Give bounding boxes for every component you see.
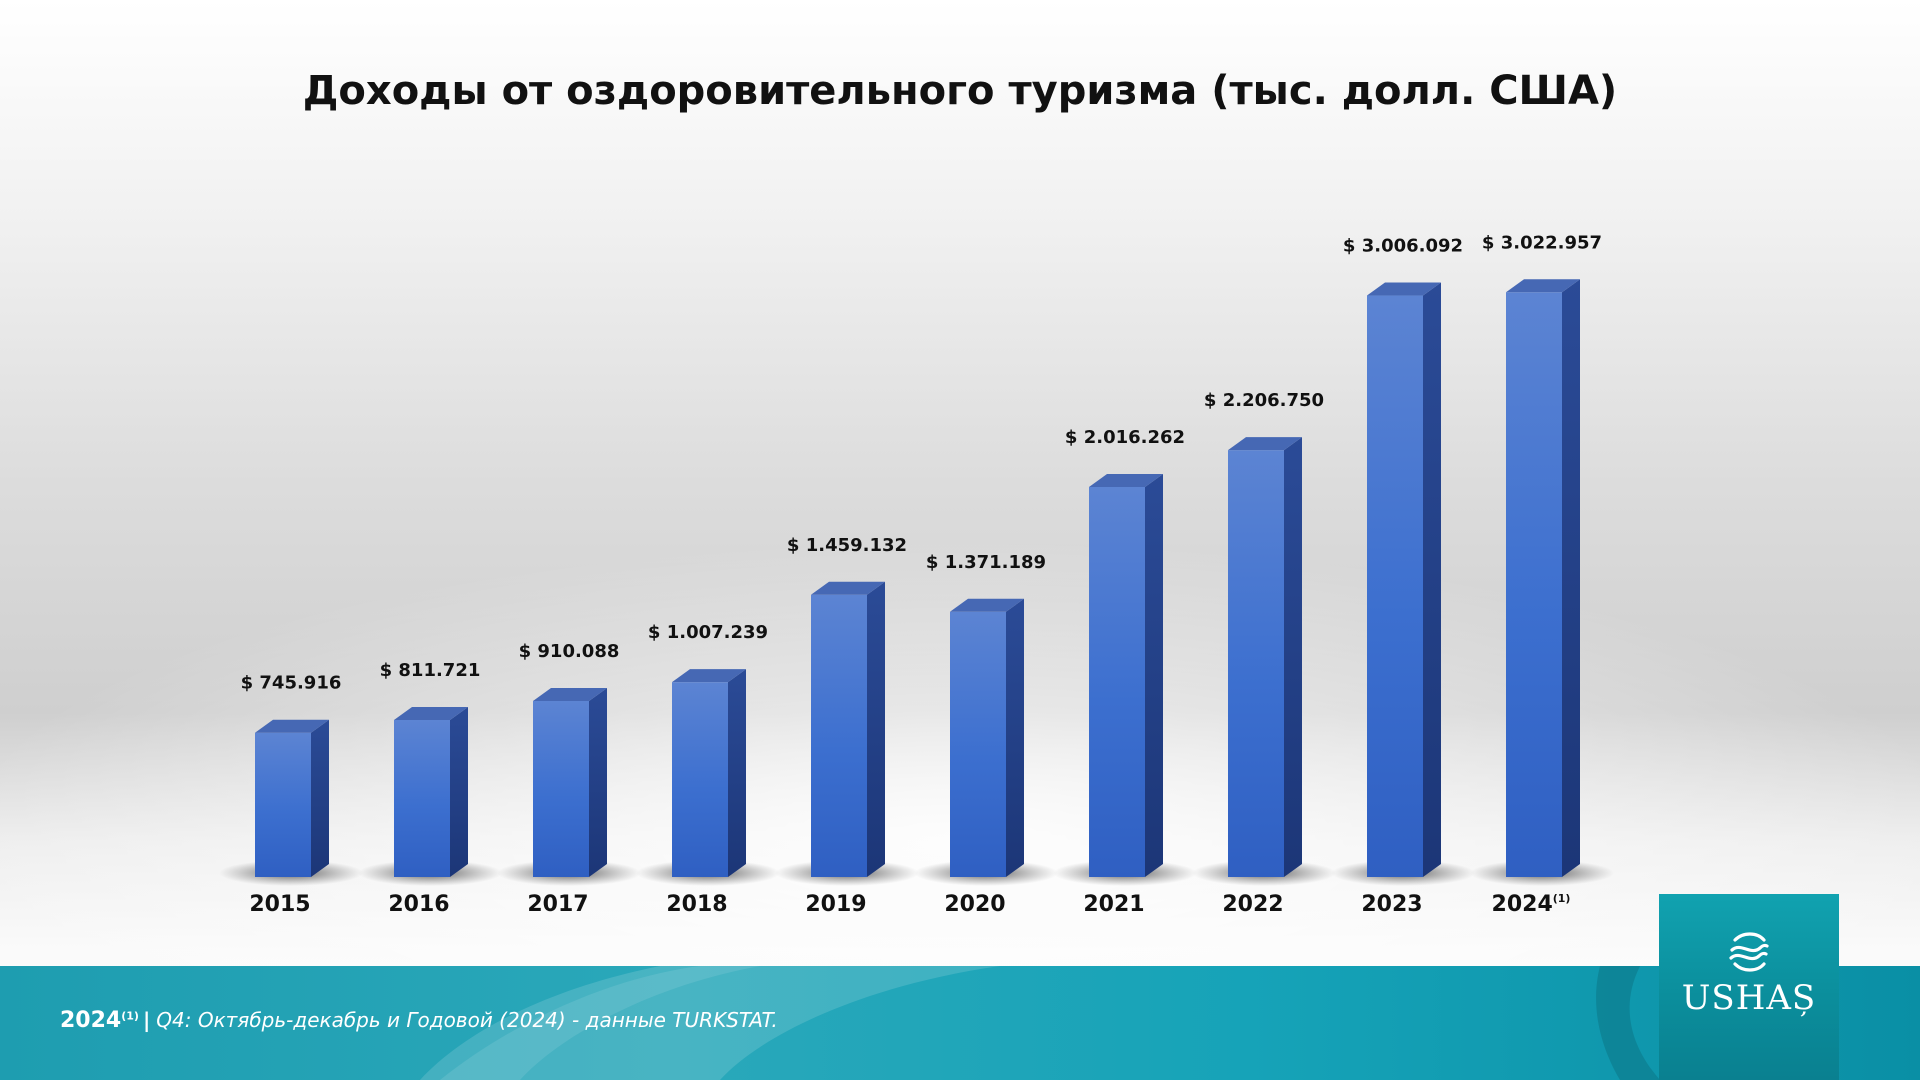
footnote-text: Q4: Октябрь-декабрь и Годовой (2024) - д… bbox=[156, 1008, 778, 1032]
category-label: 2019 bbox=[805, 892, 866, 917]
bar-chart: $ 745.916 2015 $ 811.721 2016 $ 910.088 2017 $… bbox=[219, 232, 1614, 917]
bar-front-face bbox=[394, 719, 450, 877]
bar-top-face bbox=[950, 598, 1024, 612]
bar-side-face bbox=[728, 669, 746, 877]
bar-side-face bbox=[1423, 282, 1441, 878]
footnote: 2024(1) | Q4: Октябрь-декабрь и Годовой (2… bbox=[60, 1008, 778, 1033]
bar-front-face bbox=[672, 682, 728, 877]
bar-side-face bbox=[450, 706, 468, 877]
bar-side-face bbox=[1562, 279, 1580, 877]
value-label: $ 1.007.239 bbox=[648, 622, 768, 643]
ushas-logo: USHAȘ bbox=[1659, 894, 1839, 1080]
bar-side-face bbox=[1145, 473, 1163, 877]
bar bbox=[255, 719, 329, 877]
bar-top-face bbox=[1228, 437, 1302, 451]
footnote-year: 2024 bbox=[60, 1008, 122, 1033]
value-label: $ 3.006.092 bbox=[1343, 236, 1463, 257]
bar bbox=[1367, 282, 1441, 878]
bar bbox=[672, 669, 746, 877]
bar-front-face bbox=[533, 700, 589, 877]
category-label: 2021 bbox=[1083, 892, 1144, 917]
footnote-superscript: (1) bbox=[121, 1009, 139, 1023]
bar-front-face bbox=[255, 732, 311, 877]
logo-text: USHAȘ bbox=[1681, 978, 1817, 1018]
bar bbox=[950, 598, 1024, 877]
bar-top-face bbox=[394, 706, 468, 720]
bar bbox=[1506, 279, 1580, 877]
footnote-separator: | bbox=[142, 1008, 151, 1032]
value-label: $ 910.088 bbox=[519, 641, 620, 662]
category-label: 2017 bbox=[527, 892, 588, 917]
bar bbox=[811, 581, 885, 877]
bar bbox=[1228, 437, 1302, 877]
footer-band bbox=[0, 966, 1920, 1080]
bar-side-face bbox=[311, 719, 329, 877]
category-superscript: (1) bbox=[1553, 892, 1571, 905]
bar-top-face bbox=[672, 669, 746, 683]
bar-side-face bbox=[1284, 437, 1302, 877]
value-label: $ 1.371.189 bbox=[926, 552, 1046, 573]
bar-front-face bbox=[1367, 295, 1423, 878]
bar-top-face bbox=[811, 581, 885, 595]
bar-front-face bbox=[1089, 486, 1145, 877]
category-label: 2024(1) bbox=[1492, 892, 1571, 917]
category-label: 2022 bbox=[1222, 892, 1283, 917]
bar bbox=[394, 706, 468, 877]
bar bbox=[533, 687, 607, 877]
bar-side-face bbox=[589, 687, 607, 877]
value-label: $ 745.916 bbox=[241, 673, 342, 694]
value-label: $ 2.016.262 bbox=[1065, 427, 1185, 448]
value-label: $ 2.206.750 bbox=[1204, 390, 1324, 411]
bar-side-face bbox=[1006, 598, 1024, 877]
chart-title: Доходы от оздоровительного туризма (тыс.… bbox=[302, 68, 1618, 114]
category-label: 2016 bbox=[388, 892, 449, 917]
bar-top-face bbox=[1089, 473, 1163, 487]
category-label: 2018 bbox=[666, 892, 727, 917]
footer-wave-decoration bbox=[420, 966, 1660, 1080]
bar-side-face bbox=[867, 581, 885, 877]
bar-top-face bbox=[1506, 279, 1580, 293]
bar-front-face bbox=[1228, 450, 1284, 877]
bar-front-face bbox=[950, 611, 1006, 877]
value-label: $ 1.459.132 bbox=[787, 535, 907, 556]
value-label: $ 811.721 bbox=[380, 660, 481, 681]
bar-top-face bbox=[255, 719, 329, 733]
category-label: 2015 bbox=[249, 892, 310, 917]
bar-front-face bbox=[1506, 292, 1562, 877]
bar-top-face bbox=[1367, 282, 1441, 296]
category-label: 2023 bbox=[1361, 892, 1422, 917]
bar-front-face bbox=[811, 594, 867, 877]
category-label: 2020 bbox=[944, 892, 1005, 917]
bar bbox=[1089, 473, 1163, 877]
ushas-wave-icon bbox=[1729, 932, 1769, 972]
value-label: $ 3.022.957 bbox=[1482, 232, 1602, 253]
bar-top-face bbox=[533, 687, 607, 701]
